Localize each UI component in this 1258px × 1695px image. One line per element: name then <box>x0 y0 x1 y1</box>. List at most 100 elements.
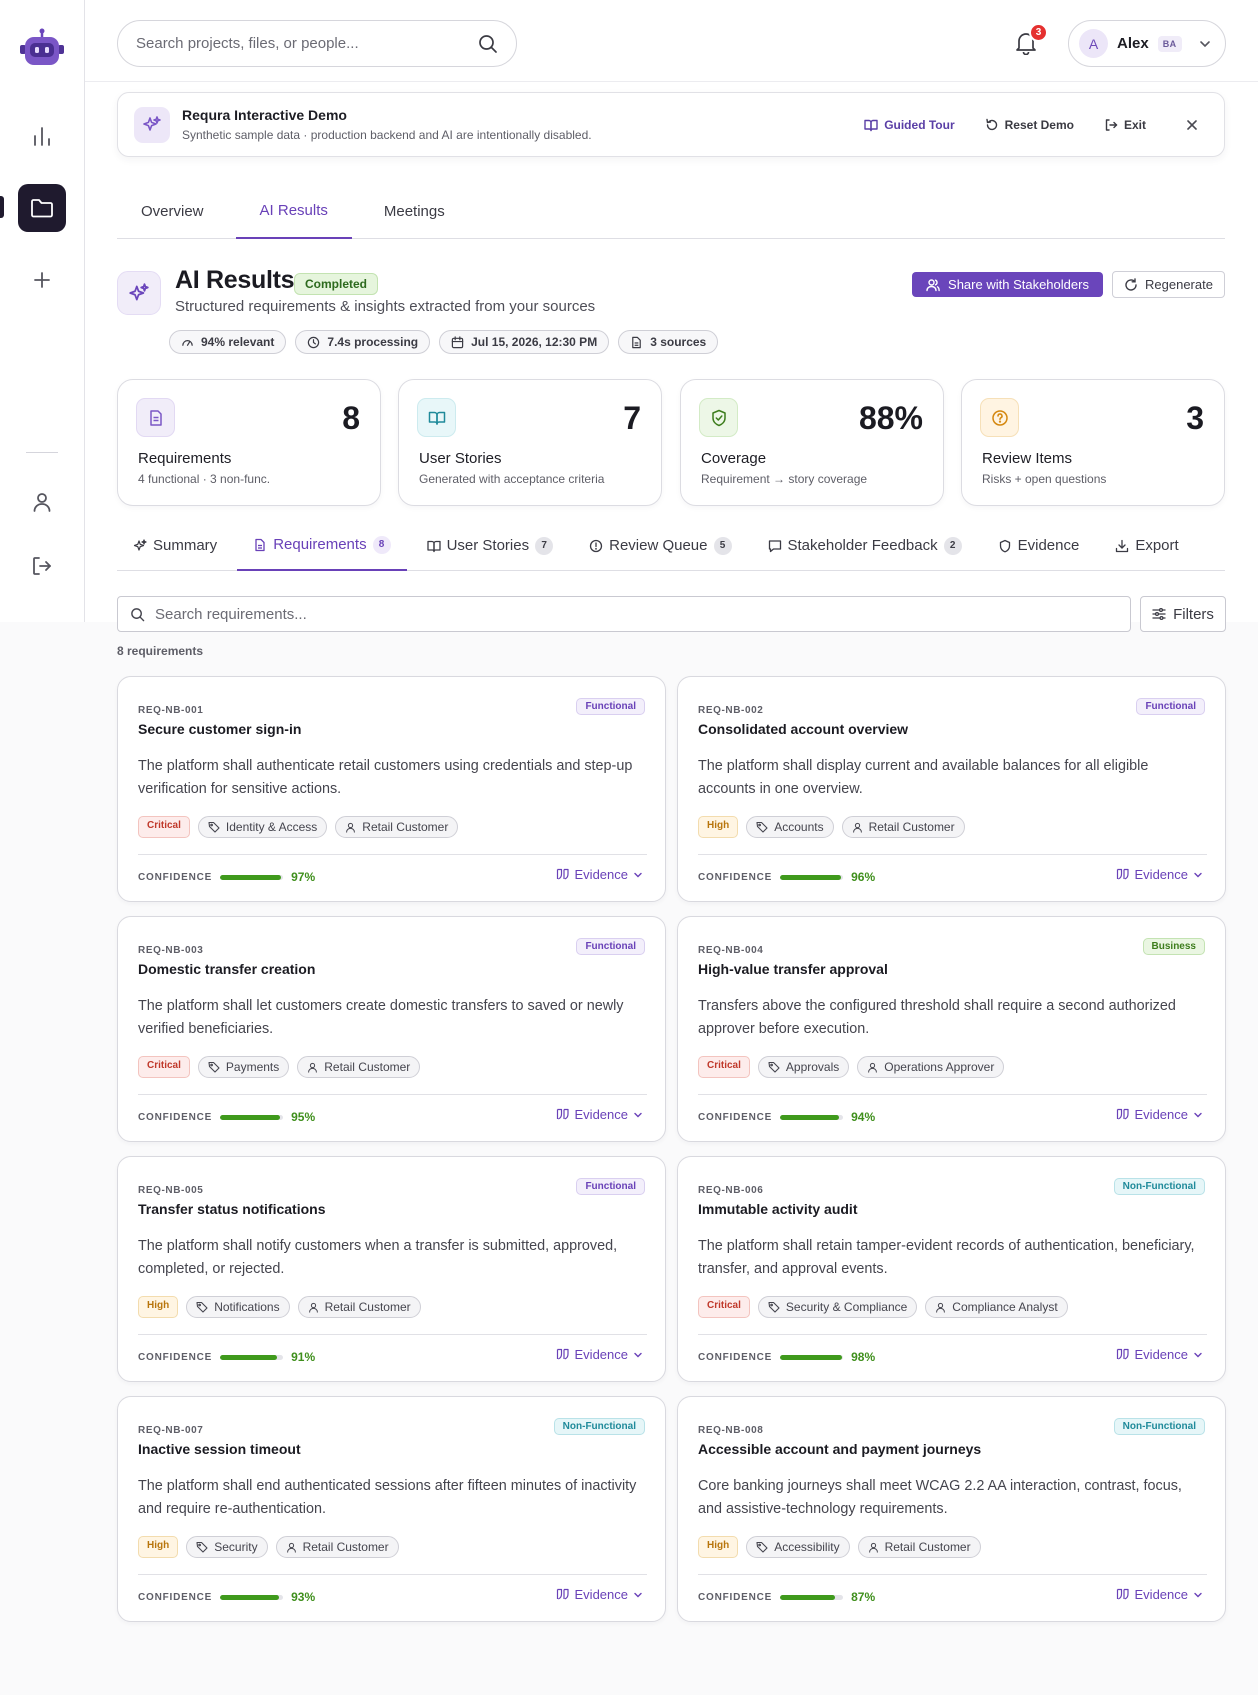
tab-overview[interactable]: Overview <box>141 202 204 220</box>
requirement-title: High-value transfer approval <box>698 961 888 977</box>
category-tag[interactable]: Security & Compliance <box>757 1296 918 1318</box>
confidence-meter: CONFIDENCE 91% <box>138 1350 315 1364</box>
refresh-icon <box>1124 277 1138 292</box>
tab-export[interactable]: Export <box>1099 520 1194 571</box>
category-tag[interactable]: Identity & Access <box>197 816 328 838</box>
requirement-card[interactable]: REQ-NB-006 Non-Functional Immutable acti… <box>677 1156 1226 1382</box>
evidence-toggle-button[interactable]: Evidence <box>1116 867 1203 882</box>
persona-tag[interactable]: Retail Customer <box>841 816 965 838</box>
share-with-stakeholders-button[interactable]: Share with Stakeholders <box>912 272 1103 297</box>
tab-count-badge: 7 <box>535 536 554 555</box>
persona-tag[interactable]: Compliance Analyst <box>925 1296 1068 1318</box>
avatar: A <box>1079 29 1108 58</box>
persona-tag[interactable]: Retail Customer <box>297 1296 421 1318</box>
result-meta-chips: 94% relevant 7.4s processing Jul 15, 202… <box>169 330 719 354</box>
global-search-input[interactable]: Search projects, files, or people... <box>117 20 517 67</box>
requirement-card[interactable]: REQ-NB-002 Functional Consolidated accou… <box>677 676 1226 902</box>
card-divider <box>138 854 647 855</box>
stat-value: 88% <box>858 400 923 436</box>
tab-summary[interactable]: Summary <box>117 520 233 571</box>
evidence-toggle-button[interactable]: Evidence <box>556 1587 643 1602</box>
stat-card-review-items[interactable]: 3 Review Items Risks + open questions <box>961 379 1225 506</box>
close-icon[interactable] <box>1186 119 1198 131</box>
requirement-description: The platform shall let customers create … <box>138 998 624 1037</box>
reset-icon <box>985 118 999 132</box>
requirement-id: REQ-NB-006 <box>698 1185 764 1196</box>
confidence-meter: CONFIDENCE 95% <box>138 1110 315 1124</box>
stat-card-user-stories[interactable]: 7 User Stories Generated with acceptance… <box>398 379 662 506</box>
demo-banner: Requra Interactive Demo Synthetic sample… <box>117 92 1225 157</box>
evidence-toggle-button[interactable]: Evidence <box>556 1347 643 1362</box>
evidence-toggle-button[interactable]: Evidence <box>556 1107 643 1122</box>
requirement-description: Transfers above the configured threshold… <box>698 998 1176 1037</box>
tab-meetings[interactable]: Meetings <box>383 202 445 220</box>
card-divider <box>698 1094 1207 1095</box>
category-tag[interactable]: Payments <box>197 1056 290 1078</box>
evidence-toggle-button[interactable]: Evidence <box>1116 1107 1203 1122</box>
evidence-toggle-button[interactable]: Evidence <box>1116 1347 1203 1362</box>
user-icon <box>852 822 863 833</box>
requirement-card[interactable]: REQ-NB-008 Non-Functional Accessible acc… <box>677 1396 1226 1622</box>
requirement-card[interactable]: REQ-NB-003 Functional Domestic transfer … <box>117 916 666 1142</box>
tab-user-stories[interactable]: User Stories 7 <box>411 520 570 571</box>
regenerate-button[interactable]: Regenerate <box>1112 271 1225 298</box>
requirements-search-placeholder: Search requirements... <box>155 605 307 623</box>
requirement-card[interactable]: REQ-NB-005 Functional Transfer status no… <box>117 1156 666 1382</box>
add-nav-button[interactable] <box>18 256 66 304</box>
requirement-card[interactable]: REQ-NB-001 Functional Secure customer si… <box>117 676 666 902</box>
persona-tag[interactable]: Retail Customer <box>275 1536 399 1558</box>
profile-nav-button[interactable] <box>18 478 66 526</box>
persona-label: Compliance Analyst <box>952 1300 1058 1314</box>
requirement-card[interactable]: REQ-NB-007 Non-Functional Inactive sessi… <box>117 1396 666 1622</box>
tag-icon <box>208 821 220 833</box>
tab-ai-results[interactable]: AI Results <box>235 183 352 239</box>
persona-tag[interactable]: Retail Customer <box>857 1536 981 1558</box>
requirement-id: REQ-NB-007 <box>138 1425 204 1436</box>
tab-stakeholder-feedback[interactable]: Stakeholder Feedback 2 <box>752 520 978 571</box>
document-icon <box>253 538 267 552</box>
analytics-nav-button[interactable] <box>18 112 66 160</box>
persona-tag[interactable]: Operations Approver <box>857 1056 1005 1078</box>
logout-nav-button[interactable] <box>18 542 66 590</box>
category-tag[interactable]: Approvals <box>757 1056 850 1078</box>
exit-demo-label: Exit <box>1123 117 1146 132</box>
demo-banner-title: Requra Interactive Demo <box>182 107 347 123</box>
confidence-label: CONFIDENCE <box>698 1591 773 1603</box>
tab-requirements[interactable]: Requirements 8 <box>237 520 407 571</box>
category-tag[interactable]: Security <box>186 1536 268 1558</box>
evidence-label: Evidence <box>1134 1107 1188 1122</box>
category-tag[interactable]: Notifications <box>186 1296 290 1318</box>
requirements-search-input[interactable]: Search requirements... <box>117 596 1131 632</box>
requirement-tags: Critical Approvals Operations Approver <box>698 1056 1005 1078</box>
robot-logo-icon[interactable] <box>18 28 66 70</box>
projects-nav-button[interactable] <box>18 184 66 232</box>
user-menu-button[interactable]: A Alex BA <box>1068 20 1226 67</box>
card-divider <box>138 1094 647 1095</box>
persona-tag[interactable]: Retail Customer <box>335 816 459 838</box>
category-tag[interactable]: Accessibility <box>746 1536 850 1558</box>
stat-card-coverage[interactable]: 88% Coverage Requirement → story coverag… <box>680 379 944 506</box>
regenerate-label: Regenerate <box>1145 277 1213 292</box>
tag-icon <box>768 1061 780 1073</box>
ai-sparkles-icon <box>117 271 161 315</box>
category-tag[interactable]: Accounts <box>746 816 834 838</box>
sliders-icon <box>1152 607 1166 621</box>
guided-tour-button[interactable]: Guided Tour <box>864 118 955 132</box>
confidence-bar-fill <box>220 1354 278 1360</box>
relevance-text: 94% relevant <box>201 335 275 349</box>
persona-tag[interactable]: Retail Customer <box>297 1056 421 1078</box>
stat-card-requirements[interactable]: 8 Requirements 4 functional · 3 non-func… <box>117 379 381 506</box>
download-icon <box>1115 539 1129 553</box>
tab-requirements-label: Requirements <box>273 536 367 553</box>
confidence-value: 93% <box>291 1590 316 1604</box>
reset-demo-button[interactable]: Reset Demo <box>985 118 1074 132</box>
requirement-card[interactable]: REQ-NB-004 Business High-value transfer … <box>677 916 1226 1142</box>
evidence-toggle-button[interactable]: Evidence <box>556 867 643 882</box>
filters-button[interactable]: Filters <box>1140 596 1226 632</box>
exit-demo-button[interactable]: Exit <box>1104 118 1146 132</box>
tab-evidence[interactable]: Evidence <box>982 520 1096 571</box>
card-divider <box>698 854 1207 855</box>
tab-review-queue[interactable]: Review Queue 5 <box>573 520 747 571</box>
requirement-type-badge: Functional <box>1136 698 1205 715</box>
evidence-toggle-button[interactable]: Evidence <box>1116 1587 1203 1602</box>
